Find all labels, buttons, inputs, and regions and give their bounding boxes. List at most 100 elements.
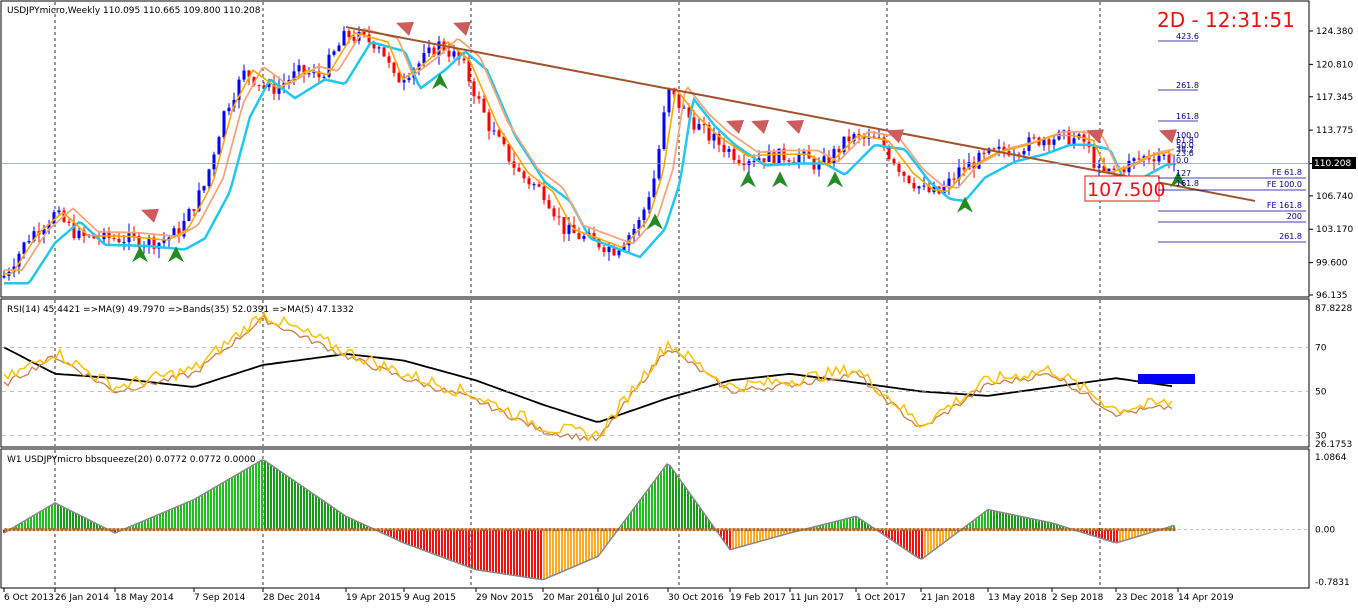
- candle-body: [1072, 138, 1076, 145]
- candle-body: [1157, 155, 1161, 162]
- candle-body: [1047, 139, 1051, 145]
- squeeze-dot: [496, 528, 500, 532]
- squeeze-dot: [188, 528, 192, 532]
- squeeze-dot: [1132, 528, 1136, 532]
- candle-body: [392, 62, 396, 73]
- squeeze-dot: [216, 528, 220, 532]
- candle-body: [177, 228, 181, 237]
- candle-body: [497, 130, 501, 137]
- squeeze-dot: [924, 528, 928, 532]
- candle-body: [312, 71, 316, 74]
- squeeze-dot: [704, 528, 708, 532]
- squeeze-dot: [416, 528, 420, 532]
- squeeze-dot: [228, 528, 232, 532]
- candle-body: [132, 232, 136, 236]
- squeeze-dot: [304, 528, 308, 532]
- squeeze-dot: [1080, 528, 1084, 532]
- candle-body: [137, 235, 141, 248]
- squeeze-dot: [1168, 528, 1172, 532]
- squeeze-dot: [108, 528, 112, 532]
- rsi-tick-label: 30: [1315, 432, 1327, 442]
- squeeze-dot: [820, 528, 824, 532]
- squeeze-dot: [84, 528, 88, 532]
- squeeze-dot: [796, 528, 800, 532]
- squeeze-dot: [184, 528, 188, 532]
- squeeze-dot: [524, 528, 528, 532]
- candle-body: [12, 266, 16, 272]
- candle-body: [522, 171, 526, 179]
- squeeze-dot: [1072, 528, 1076, 532]
- squeeze-dot: [1004, 528, 1008, 532]
- candle-body: [262, 85, 266, 88]
- candle-body: [187, 209, 191, 221]
- squeeze-dot: [28, 528, 32, 532]
- squeeze-dot: [1052, 528, 1056, 532]
- squeeze-dot: [340, 528, 344, 532]
- squeeze-dot: [736, 528, 740, 532]
- squeeze-dot: [768, 528, 772, 532]
- squeeze-dot: [732, 528, 736, 532]
- squeeze-dot: [752, 528, 756, 532]
- candle-body: [457, 51, 461, 59]
- y-tick-label: 103.170: [1316, 225, 1353, 235]
- candle-body: [767, 150, 771, 162]
- squeeze-dot: [636, 528, 640, 532]
- squeeze-dot: [588, 528, 592, 532]
- candle-body: [647, 197, 651, 210]
- candle-body: [32, 231, 36, 242]
- candle-body: [1132, 158, 1136, 161]
- candle-body: [222, 111, 226, 138]
- squeeze-dot: [88, 528, 92, 532]
- rsi-tick-label: 70: [1315, 343, 1327, 353]
- squeeze-dot: [104, 528, 108, 532]
- squeeze-dot: [68, 528, 72, 532]
- buy-arrow-icon: [432, 73, 448, 90]
- squeeze-dot: [776, 528, 780, 532]
- candle-body: [342, 30, 346, 46]
- squeeze-dot: [980, 528, 984, 532]
- candle-body: [922, 185, 926, 187]
- squeeze-dot: [1016, 528, 1020, 532]
- ema-slow-line: [4, 27, 1175, 271]
- ema-fast-line: [4, 32, 1175, 275]
- squeeze-dot: [572, 528, 576, 532]
- squeeze-dot: [808, 528, 812, 532]
- candle-body: [277, 85, 281, 94]
- buy-arrow-icon: [647, 213, 663, 230]
- squeeze-dot: [668, 528, 672, 532]
- rsi-tick-label: 87.8228: [1315, 304, 1352, 314]
- x-axis: 6 Oct 2013 26 Jan 2014 18 May 2014 7 Sep 20…: [3, 588, 1234, 603]
- candle-body: [892, 159, 896, 165]
- rsi-highlight-box: [1138, 374, 1195, 384]
- squeeze-dot: [192, 528, 196, 532]
- squeeze-dot: [816, 528, 820, 532]
- fib-label: 127: [1176, 169, 1191, 178]
- price-box-value: 107.500: [1087, 179, 1166, 201]
- candle-body: [977, 152, 981, 169]
- squeeze-dot: [1104, 528, 1108, 532]
- candle-body: [152, 237, 156, 249]
- squeeze-dot: [232, 528, 236, 532]
- squeeze-dot: [644, 528, 648, 532]
- squeeze-dot: [800, 528, 804, 532]
- squeeze-dot: [204, 528, 208, 532]
- squeeze-dot: [584, 528, 588, 532]
- squeeze-dot: [320, 528, 324, 532]
- squeeze-dot: [1120, 528, 1124, 532]
- squeeze-dot: [360, 528, 364, 532]
- buy-arrow-icon: [168, 246, 184, 263]
- squeeze-dot: [848, 528, 852, 532]
- squeeze-dot: [1084, 528, 1088, 532]
- squeeze-dot: [448, 528, 452, 532]
- candle-body: [267, 83, 271, 88]
- candle-body: [732, 149, 736, 160]
- squeeze-dot: [112, 528, 116, 532]
- candle-body: [207, 169, 211, 187]
- candle-body: [432, 47, 436, 56]
- squeeze-dot: [472, 528, 476, 532]
- squeeze-dot: [280, 528, 284, 532]
- candle-body: [527, 178, 531, 185]
- candle-body: [417, 63, 421, 70]
- squeeze-dot: [788, 528, 792, 532]
- fib-label: 50.0: [1176, 141, 1194, 150]
